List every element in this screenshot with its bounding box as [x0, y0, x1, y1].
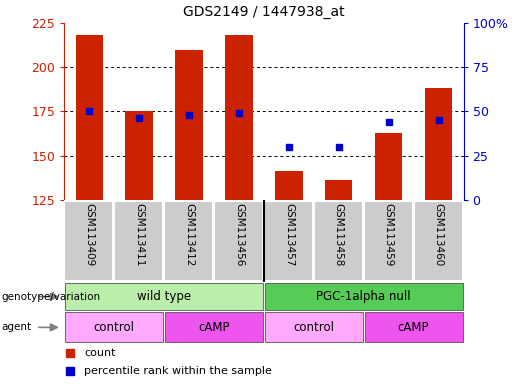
- Bar: [365, 312, 462, 343]
- Text: genotype/variation: genotype/variation: [2, 291, 100, 302]
- Text: control: control: [94, 321, 135, 334]
- Text: GSM113409: GSM113409: [84, 203, 94, 266]
- Text: cAMP: cAMP: [198, 321, 230, 334]
- Bar: [314, 200, 363, 281]
- Bar: [325, 180, 352, 200]
- Text: GSM113457: GSM113457: [284, 203, 294, 266]
- Text: count: count: [84, 348, 115, 358]
- Bar: [425, 88, 452, 200]
- Bar: [414, 200, 462, 281]
- Text: GSM113458: GSM113458: [334, 203, 344, 266]
- Bar: [65, 312, 163, 343]
- Title: GDS2149 / 1447938_at: GDS2149 / 1447938_at: [183, 5, 345, 19]
- Text: GSM113456: GSM113456: [234, 203, 244, 266]
- Bar: [65, 283, 263, 310]
- Bar: [164, 200, 213, 281]
- Text: GSM113411: GSM113411: [134, 203, 144, 266]
- Bar: [265, 312, 363, 343]
- Bar: [225, 35, 253, 200]
- Bar: [275, 171, 303, 200]
- Bar: [76, 35, 103, 200]
- Bar: [64, 200, 113, 281]
- Bar: [214, 200, 263, 281]
- Bar: [114, 200, 163, 281]
- Bar: [265, 283, 462, 310]
- Bar: [264, 200, 313, 281]
- Bar: [364, 200, 413, 281]
- Text: agent: agent: [2, 322, 31, 333]
- Text: cAMP: cAMP: [398, 321, 430, 334]
- Text: GSM113460: GSM113460: [434, 203, 443, 266]
- Text: wild type: wild type: [137, 290, 191, 303]
- Text: GSM113459: GSM113459: [384, 203, 393, 266]
- Text: GSM113412: GSM113412: [184, 203, 194, 266]
- Text: control: control: [294, 321, 334, 334]
- Bar: [375, 132, 402, 200]
- Text: PGC-1alpha null: PGC-1alpha null: [316, 290, 411, 303]
- Bar: [176, 50, 203, 200]
- Text: percentile rank within the sample: percentile rank within the sample: [84, 366, 272, 376]
- Bar: [165, 312, 263, 343]
- Bar: [126, 111, 153, 200]
